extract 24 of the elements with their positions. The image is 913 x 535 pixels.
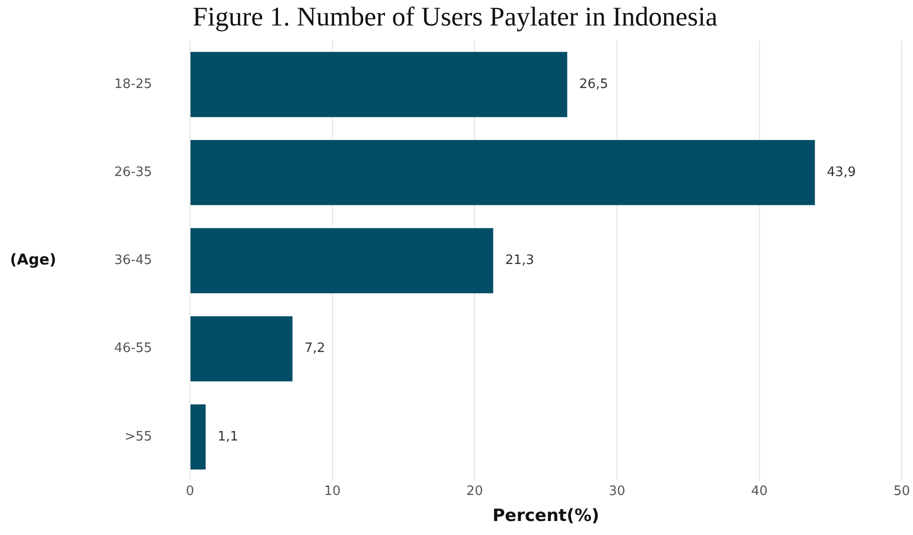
- data-label: 21,3: [505, 253, 534, 268]
- y-tick-label: 26-35: [114, 164, 152, 180]
- y-tick-label: >55: [124, 429, 152, 444]
- x-tick-label: 10: [324, 484, 341, 500]
- bar: [190, 228, 494, 294]
- x-tick-label: 40: [751, 484, 768, 500]
- x-tick-label: 20: [466, 484, 483, 500]
- data-label: 1,1: [218, 429, 238, 444]
- y-tick-label: 18-25: [114, 76, 152, 92]
- y-tick-label: 46-55: [114, 341, 152, 356]
- bar: [190, 140, 815, 206]
- y-tick-label: 36-45: [114, 253, 152, 268]
- data-label: 7,2: [304, 341, 326, 356]
- bar: [190, 404, 206, 470]
- data-label: 26,5: [579, 76, 608, 92]
- x-tick-label: 30: [608, 484, 626, 500]
- bar: [190, 316, 292, 382]
- x-axis-title: Percent(%): [492, 506, 600, 526]
- y-axis-title: (Age): [10, 250, 56, 269]
- x-tick-label: 0: [186, 484, 194, 500]
- chart-title: Figure 1. Number of Users Paylater in Indonesia: [192, 1, 718, 32]
- data-label: 43,9: [826, 164, 856, 180]
- bar: [190, 52, 568, 118]
- x-tick-label: 50: [893, 484, 910, 500]
